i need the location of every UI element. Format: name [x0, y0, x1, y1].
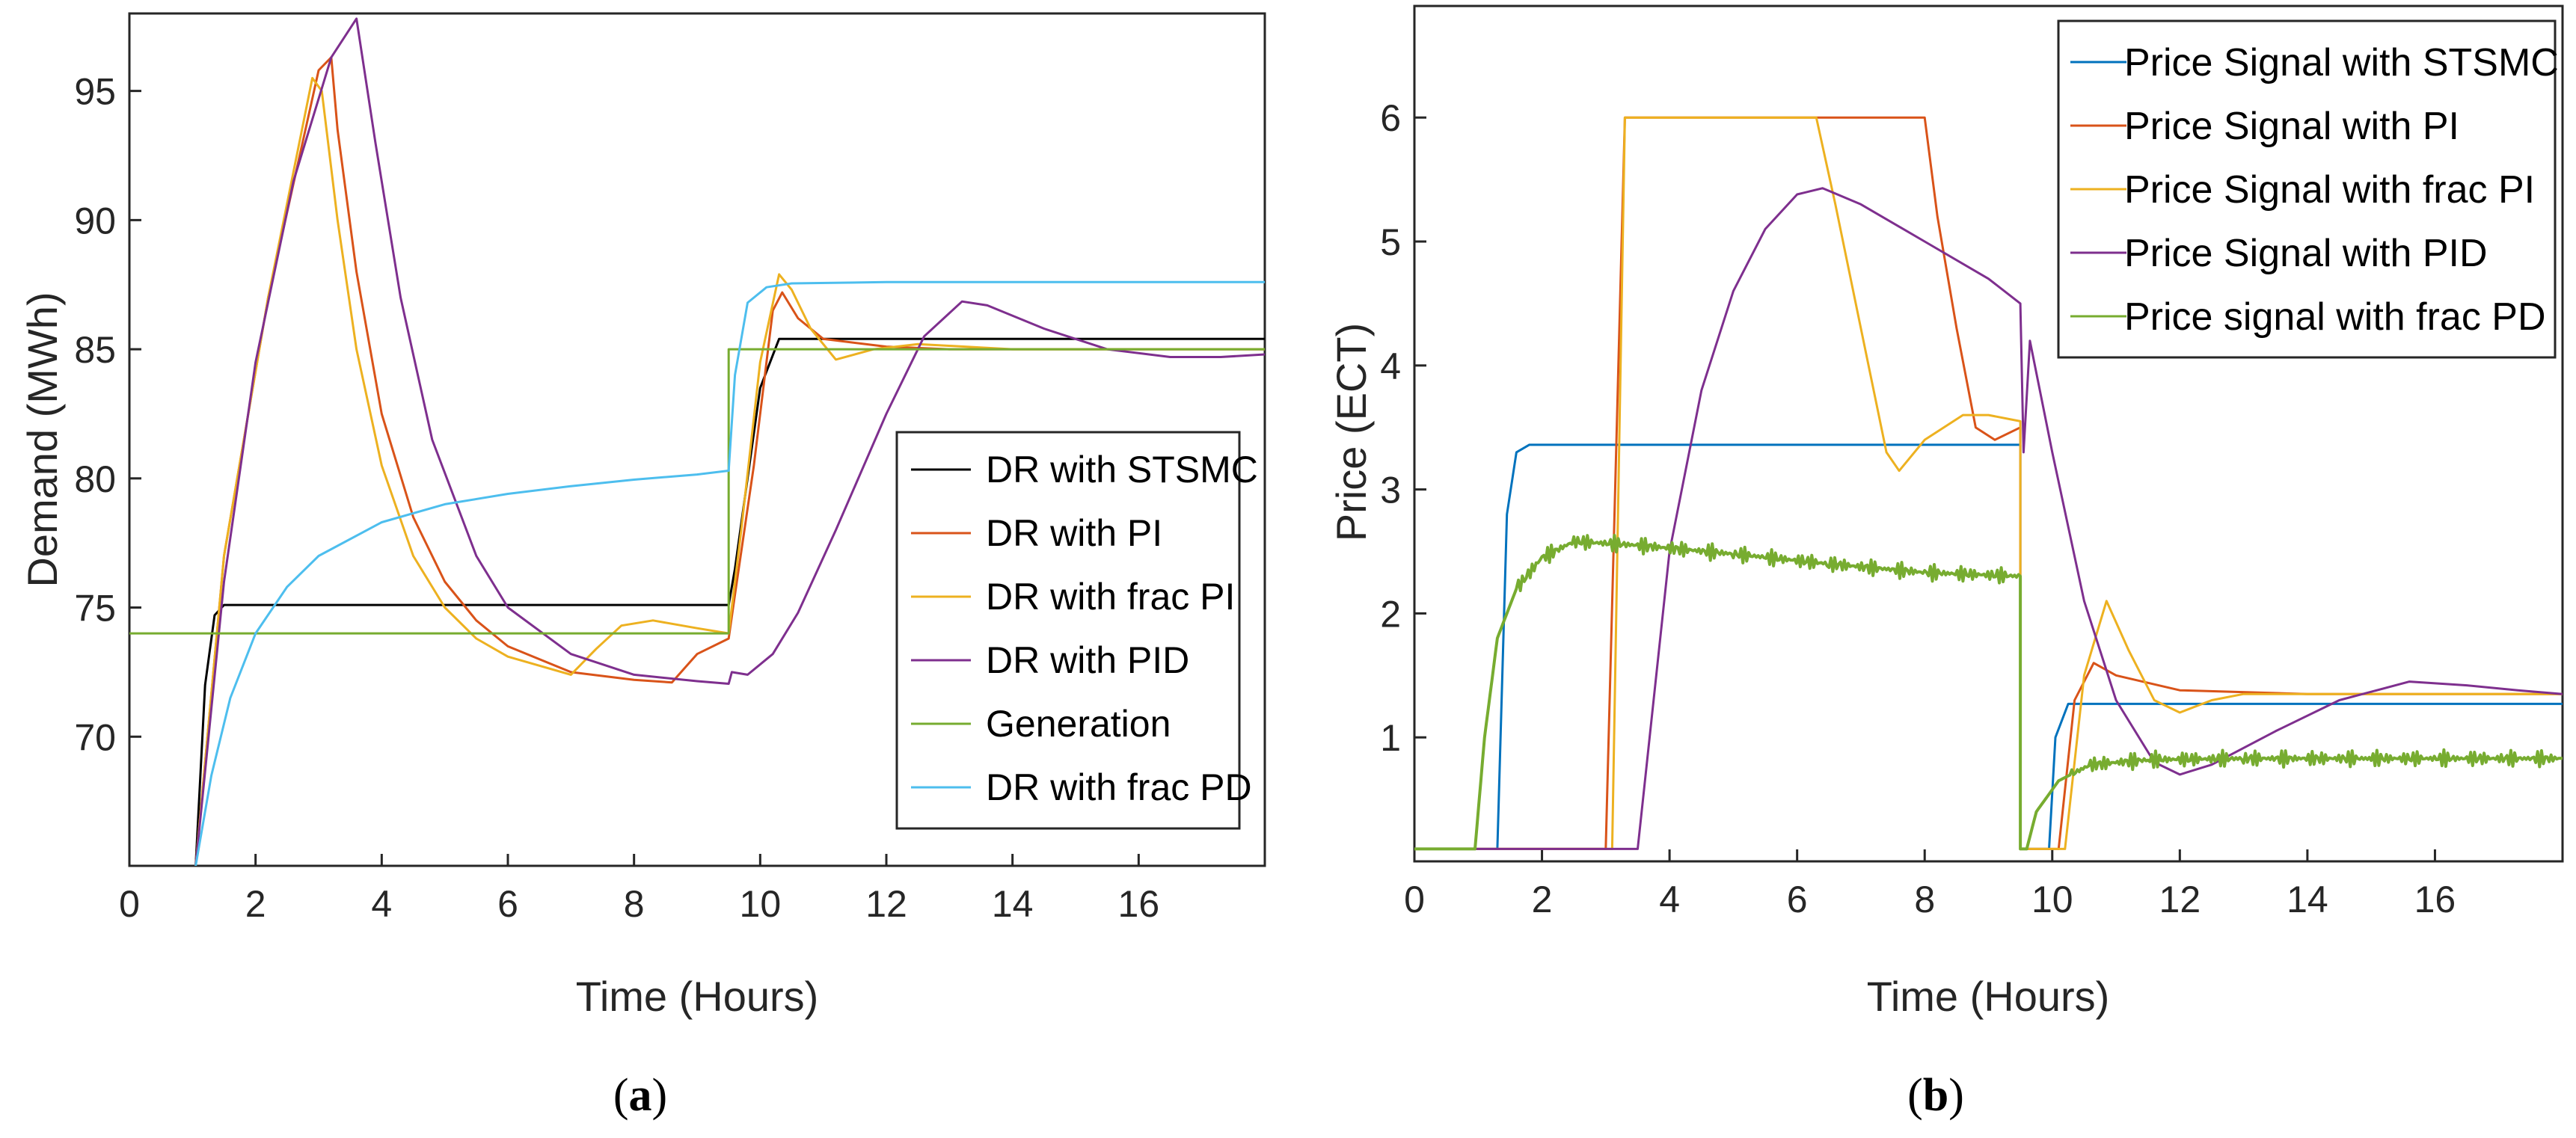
legend-a: DR with STSMC DR with PI DR with frac PI…	[895, 431, 1258, 830]
series-line-b-3	[1414, 187, 2563, 850]
legend-label-b-0: Price Signal with STSMC	[2124, 41, 2559, 84]
x-tick-label-a-8: 16	[1118, 883, 1160, 925]
x-tick-label-a-4: 8	[624, 883, 645, 925]
caption-b-letter: b	[1923, 1070, 1948, 1121]
y-tick-group-b: 1 2 3 4 5 6	[1380, 97, 1426, 759]
series-line-a-2	[194, 76, 1265, 866]
y-tick-label-b-5: 6	[1380, 97, 1401, 139]
caption-a: (a)	[613, 1070, 667, 1121]
series-line-a-3	[194, 17, 1265, 866]
y-tick-label-a-0: 70	[74, 716, 116, 758]
x-tick-label-a-2: 4	[371, 883, 392, 925]
series-line-b-2	[1414, 116, 2563, 850]
y-tick-label-b-4: 5	[1380, 221, 1401, 263]
legend-label-a-5: DR with frac PD	[986, 766, 1252, 808]
x-tick-label-a-6: 12	[865, 883, 907, 925]
legend-label-a-2: DR with frac PI	[986, 576, 1235, 618]
x-tick-label-b-0: 0	[1404, 879, 1425, 920]
y-tick-label-a-3: 85	[74, 329, 116, 371]
x-tick-group-b: 0 2 4 6 8 10 12 14 16	[1404, 849, 2456, 920]
y-axis-label-b: Price (ECT)	[1328, 323, 1375, 541]
series-line-a-5	[194, 280, 1265, 866]
legend-label-b-2: Price Signal with frac PI	[2124, 168, 2535, 212]
legend-box-a	[895, 431, 1241, 830]
x-tick-label-b-7: 14	[2287, 879, 2328, 920]
caption-b: (b)	[1907, 1070, 1964, 1121]
x-tick-label-a-1: 2	[245, 883, 266, 925]
y-tick-label-a-2: 80	[74, 458, 116, 500]
series-line-a-1	[194, 56, 1265, 866]
x-tick-label-a-0: 0	[119, 883, 140, 925]
series-group-b	[1414, 116, 2563, 851]
y-tick-label-b-1: 2	[1380, 593, 1401, 635]
legend-label-a-0: DR with STSMC	[986, 449, 1258, 490]
caption-a-open: (	[613, 1070, 629, 1121]
x-tick-label-b-8: 16	[2414, 879, 2456, 920]
x-tick-label-b-3: 6	[1787, 879, 1808, 920]
legend-label-a-3: DR with PID	[986, 639, 1189, 681]
caption-b-close: )	[1948, 1070, 1964, 1121]
series-line-b-4	[1414, 533, 2563, 851]
caption-a-letter: a	[629, 1070, 652, 1121]
chart-panel-a: 70 75 80 85 90 95 0 2 4 6 8 10 12 14 16 DR with STSMC…	[19, 12, 1266, 1121]
legend-label-b-3: Price Signal with PID	[2124, 232, 2488, 275]
x-tick-label-b-5: 10	[2031, 879, 2073, 920]
x-tick-label-b-1: 2	[1532, 879, 1553, 920]
x-tick-label-b-6: 12	[2159, 879, 2201, 920]
legend-label-a-4: Generation	[986, 703, 1171, 745]
caption-a-close: )	[652, 1070, 668, 1121]
series-line-a-4	[129, 348, 1265, 635]
legend-b: Price Signal with STSMC Price Signal wit…	[2057, 19, 2559, 359]
x-axis-label-b: Time (Hours)	[1867, 973, 2110, 1020]
x-tick-group-a: 0 2 4 6 8 10 12 14 16	[119, 854, 1159, 925]
y-tick-label-b-0: 1	[1380, 717, 1401, 759]
x-tick-label-a-7: 14	[992, 883, 1034, 925]
y-tick-label-a-4: 90	[74, 200, 116, 242]
y-axis-label-a: Demand (MWh)	[19, 292, 66, 587]
x-tick-label-a-5: 10	[740, 883, 782, 925]
legend-box-b	[2057, 19, 2557, 359]
legend-label-b-4: Price signal with frac PD	[2124, 295, 2546, 339]
x-tick-label-a-3: 6	[497, 883, 518, 925]
series-group-a	[129, 17, 1265, 866]
y-tick-label-b-2: 3	[1380, 470, 1401, 511]
x-tick-label-b-4: 8	[1914, 879, 1935, 920]
x-tick-label-b-2: 4	[1659, 879, 1680, 920]
y-tick-label-a-1: 75	[74, 588, 116, 630]
y-tick-label-b-3: 4	[1380, 345, 1401, 387]
caption-b-open: (	[1907, 1070, 1923, 1121]
y-tick-label-a-5: 95	[74, 71, 116, 113]
x-axis-label-a: Time (Hours)	[576, 973, 819, 1020]
y-tick-group-a: 70 75 80 85 90 95	[74, 71, 141, 758]
legend-label-a-1: DR with PI	[986, 512, 1162, 554]
legend-label-b-1: Price Signal with PI	[2124, 105, 2459, 148]
